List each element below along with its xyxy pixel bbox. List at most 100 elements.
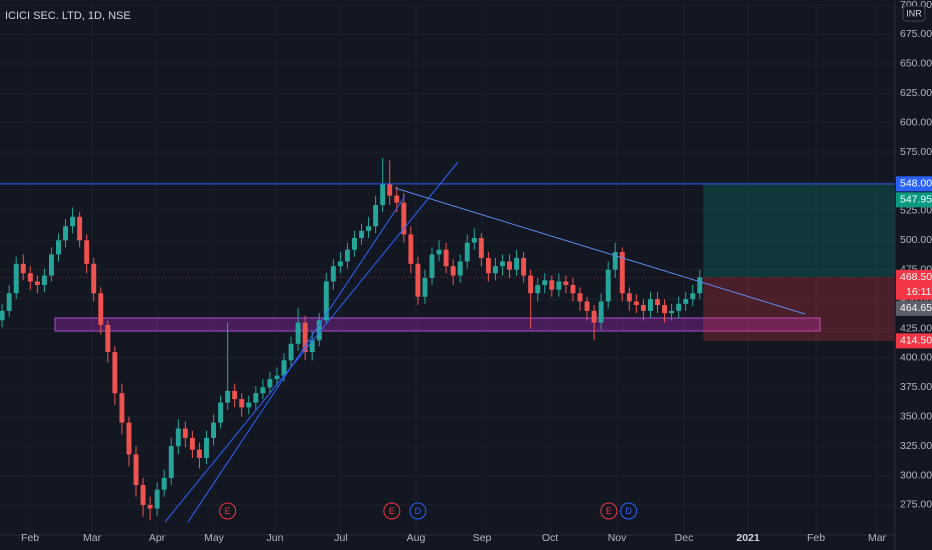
candle-body <box>443 249 449 267</box>
candle-body <box>161 477 167 490</box>
currency[interactable]: INR <box>906 8 922 18</box>
candle-body <box>584 301 590 311</box>
candle-body <box>394 195 400 203</box>
candle-body <box>84 240 90 264</box>
candle-body <box>605 269 611 302</box>
price-label-box <box>896 176 932 192</box>
currency-box[interactable] <box>902 5 926 22</box>
candle-body <box>457 261 463 276</box>
candle-body <box>267 379 273 388</box>
candle-body <box>70 216 76 227</box>
candle-body <box>619 252 625 294</box>
candle-body <box>168 446 174 478</box>
x-tick-label: Feb <box>21 532 39 544</box>
candle-body <box>98 293 104 325</box>
candle-body <box>20 263 26 274</box>
candle-body <box>295 322 301 344</box>
y-tick-label: 625.00 <box>900 87 932 99</box>
candle-body <box>542 280 548 285</box>
candle-body <box>387 183 393 196</box>
candle-body <box>246 402 252 408</box>
candle-body <box>359 230 364 238</box>
candle-body <box>563 281 569 285</box>
x-tick-label: Aug <box>407 532 426 544</box>
candle-body <box>239 399 245 408</box>
candle-body <box>204 437 209 458</box>
candle-body <box>521 257 527 276</box>
candle-body <box>211 422 216 438</box>
event-marker <box>620 502 638 520</box>
grid <box>0 0 895 535</box>
profit-zone <box>703 183 895 278</box>
candle-body <box>316 320 322 341</box>
candle-body <box>415 263 421 297</box>
trend-line <box>394 187 806 315</box>
candle-body <box>218 402 224 423</box>
channel-line <box>187 195 406 523</box>
channel-line <box>164 161 459 523</box>
candle-body <box>77 216 83 241</box>
candle-body <box>662 304 668 314</box>
candle-body <box>274 375 280 380</box>
candle-body <box>112 352 118 394</box>
candle-body <box>309 340 315 353</box>
candle-body <box>56 240 61 255</box>
candle-body <box>253 393 259 403</box>
y-tick-label: 275.00 <box>900 499 932 511</box>
candle-body <box>147 504 153 509</box>
candle-body <box>408 234 414 264</box>
y-tick-label: 425.00 <box>900 322 932 334</box>
candle-body <box>697 277 703 294</box>
candle-body <box>48 254 54 276</box>
candle-body <box>535 284 541 294</box>
price-label: 547.95 <box>900 194 932 206</box>
y-tick-label: 300.00 <box>900 469 932 481</box>
x-tick-label: Dec <box>675 532 694 544</box>
event-marker <box>600 502 618 520</box>
candle-body <box>556 281 562 290</box>
candle-body <box>366 226 372 231</box>
y-tick-label: 400.00 <box>900 352 932 364</box>
candle-body <box>612 252 618 270</box>
y-tick-label: 700.00 <box>900 0 932 11</box>
candle-body <box>626 293 632 302</box>
candle-body <box>655 299 660 305</box>
candle-body <box>478 237 484 258</box>
x-tick-label: May <box>204 532 225 544</box>
x-tick-label: Nov <box>608 532 627 544</box>
event-label: E <box>225 506 231 516</box>
y-tick-label: 525.00 <box>900 205 932 217</box>
candle-body <box>507 261 512 270</box>
event-label: E <box>389 506 395 516</box>
candle-body <box>401 202 407 235</box>
candle-body <box>0 310 5 321</box>
candle-body <box>471 237 477 243</box>
candle-body <box>485 257 491 274</box>
candle-body <box>464 242 470 262</box>
candle-body <box>352 237 357 250</box>
y-tick-label: 350.00 <box>900 411 932 423</box>
candle-body <box>288 343 294 361</box>
candle-body <box>436 249 442 255</box>
y-tick-label: 575.00 <box>900 146 932 158</box>
y-tick-label: 650.00 <box>900 58 932 70</box>
event-label: E <box>606 506 612 516</box>
candle-body <box>633 301 639 305</box>
candle-body <box>6 293 12 311</box>
candle-body <box>647 299 653 311</box>
candle-body <box>154 489 160 509</box>
candle-body <box>119 393 125 423</box>
x-tick-label: Jun <box>267 532 284 544</box>
candle-body <box>225 390 231 403</box>
candle-body <box>337 261 343 267</box>
candle-body <box>429 254 435 278</box>
x-tick-label: Sep <box>473 532 492 544</box>
y-tick-label: 325.00 <box>900 440 932 452</box>
x-tick-label: 2021 <box>736 532 760 544</box>
axes: 275.00 300.00 325.00 350.00 375.00 400.00 425.… <box>21 0 932 544</box>
countdown: 16:11 <box>906 286 932 298</box>
candle-body <box>591 310 597 323</box>
price-label-box <box>896 300 932 316</box>
